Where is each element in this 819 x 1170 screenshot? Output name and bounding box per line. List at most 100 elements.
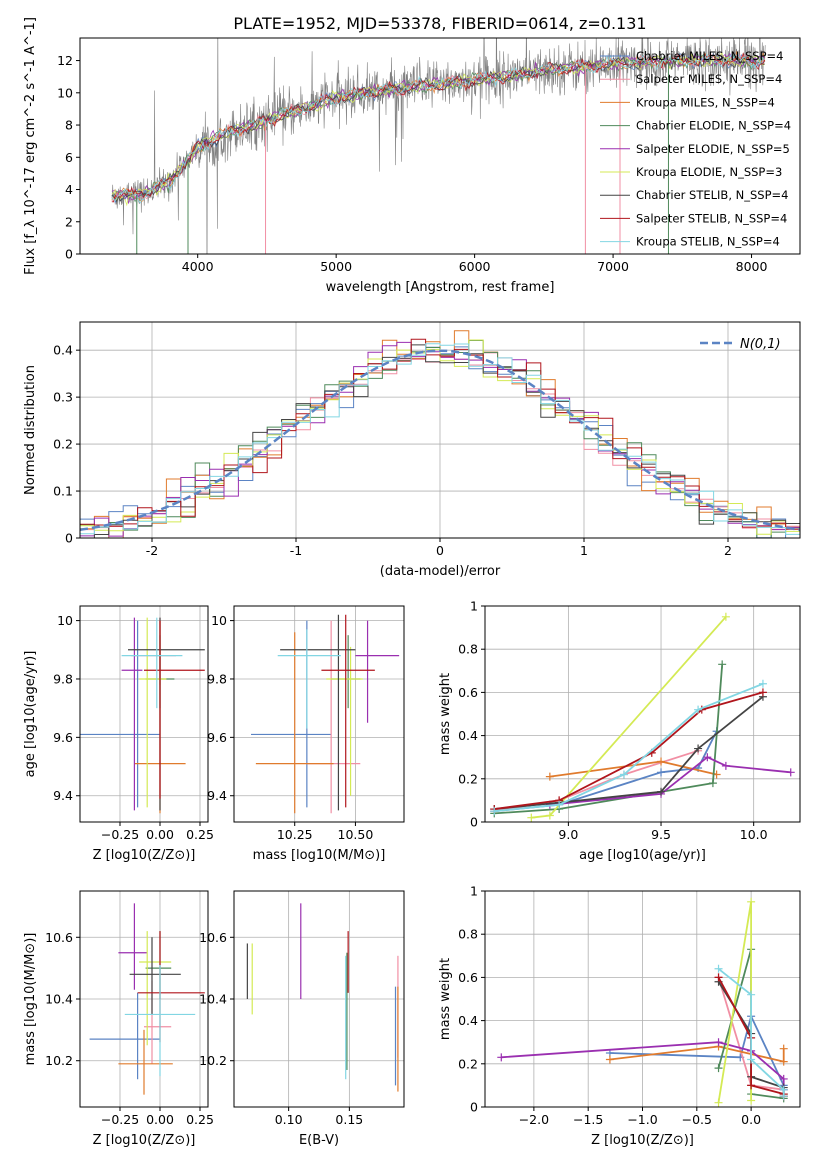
mass-weight-marker bbox=[779, 1092, 788, 1101]
plot-area bbox=[89, 903, 205, 1095]
mass-weight-line bbox=[494, 695, 764, 810]
y-axis-label: mass weight bbox=[438, 958, 453, 1040]
x-tick-label: -2 bbox=[146, 543, 158, 558]
mass-weight-marker bbox=[545, 811, 554, 820]
x-tick-label: 10.0 bbox=[740, 827, 768, 842]
y-tick-label: 10.4 bbox=[199, 992, 227, 1007]
mass-weight-marker bbox=[718, 660, 727, 669]
y-tick-label: 0.4 bbox=[458, 1013, 478, 1028]
y-tick-label: 9.8 bbox=[207, 671, 227, 686]
y-axis-label: age [log10(age/yr)] bbox=[23, 651, 38, 778]
y-tick-label: 0.6 bbox=[458, 970, 478, 985]
x-axis-label: Z [log10(Z/Z⊙)] bbox=[93, 848, 196, 863]
massweight-vs-age-panel: 9.0 9.5 10.0 0 0.2 0.4 0.6 0.8 1 age [log10(age/y… bbox=[438, 599, 801, 863]
mass-weight-marker bbox=[714, 964, 723, 973]
mass-weight-marker bbox=[694, 744, 703, 753]
y-tick-label: 0.1 bbox=[53, 484, 73, 499]
x-axis-label: (data-model)/error bbox=[380, 564, 501, 579]
y-tick-label: 9.6 bbox=[207, 730, 227, 745]
x-tick-label: −1.0 bbox=[627, 1112, 657, 1127]
mass-weight-marker bbox=[714, 1038, 723, 1047]
mass-vs-metallicity-panel: −0.25 0.00 0.25 10.2 10.4 10.6 Z [log10(Z/Z⊙)]… bbox=[23, 890, 214, 1148]
residual-histogram-panel: -2 -1 0 1 2 0 0.1 0.2 0.3 0.4 (data-model)/error No… bbox=[23, 321, 801, 579]
x-tick-label: 0.25 bbox=[186, 1112, 214, 1127]
legend-label: Kroupa STELIB, N_SSP=4 bbox=[636, 235, 780, 249]
mass-weight-marker bbox=[786, 768, 795, 777]
axes-frame bbox=[233, 605, 405, 823]
mass-weight-marker bbox=[605, 1055, 614, 1064]
x-tick-label: 9.5 bbox=[651, 827, 671, 842]
mass-weight-marker bbox=[497, 1053, 506, 1062]
y-tick-label: 12 bbox=[57, 53, 73, 68]
x-tick-label: −1.5 bbox=[573, 1112, 603, 1127]
mass-weight-marker bbox=[657, 787, 666, 796]
mass-weight-marker bbox=[694, 705, 703, 714]
legend-label: Salpeter MILES, N_SSP=4 bbox=[636, 72, 782, 86]
y-tick-label: 2 bbox=[65, 214, 73, 229]
histogram-step-line bbox=[80, 344, 800, 538]
x-tick-label: 5000 bbox=[320, 259, 352, 274]
x-tick-label: 0.25 bbox=[186, 827, 214, 842]
x-tick-label: 0.0 bbox=[741, 1112, 761, 1127]
x-axis-label: Z [log10(Z/Z⊙)] bbox=[93, 1133, 196, 1148]
x-axis-label: wavelength [Angstrom, rest frame] bbox=[326, 280, 555, 295]
histogram-step-line bbox=[80, 343, 800, 535]
y-tick-label: 9.4 bbox=[53, 788, 73, 803]
legend-label: Salpeter ELODIE, N_SSP=5 bbox=[636, 142, 790, 156]
spectrum-panel: 4000 5000 6000 7000 8000 0 2 4 6 8 10 12 wavelength … bbox=[23, 17, 801, 295]
age-vs-metallicity-panel: −0.25 0.00 0.25 9.4 9.6 9.8 10 Z [log10(Z/Z⊙)] a… bbox=[23, 605, 214, 863]
x-tick-label: 0.00 bbox=[146, 827, 174, 842]
mass-weight-marker bbox=[703, 753, 712, 762]
y-tick-label: 9.8 bbox=[53, 671, 73, 686]
mass-weight-marker bbox=[714, 1098, 723, 1107]
x-tick-label: −0.5 bbox=[682, 1112, 712, 1127]
mass-weight-marker bbox=[747, 1096, 756, 1105]
mass-weight-line bbox=[494, 691, 764, 810]
x-tick-label: 0.10 bbox=[275, 1112, 303, 1127]
mass-weight-marker bbox=[747, 897, 756, 906]
axes-frame bbox=[484, 605, 801, 823]
mass-weight-marker bbox=[714, 973, 723, 982]
y-tick-label: 10.4 bbox=[45, 992, 73, 1007]
y-tick-label: 10 bbox=[57, 85, 73, 100]
x-tick-label: 4000 bbox=[182, 259, 214, 274]
legend-label: N(0,1) bbox=[740, 337, 781, 352]
y-tick-label: 0.2 bbox=[53, 437, 73, 452]
axes-frame bbox=[79, 37, 801, 255]
x-tick-label: 0.00 bbox=[146, 1112, 174, 1127]
mass-weight-line bbox=[717, 901, 752, 1103]
x-tick-label: −0.25 bbox=[101, 1112, 139, 1127]
legend-label: Salpeter STELIB, N_SSP=4 bbox=[636, 211, 787, 225]
model-spectrum-line bbox=[111, 52, 766, 207]
y-tick-label: 0 bbox=[470, 1100, 478, 1115]
y-tick-label: 0 bbox=[65, 247, 73, 262]
y-tick-label: 10.6 bbox=[45, 930, 73, 945]
y-tick-label: 0.4 bbox=[458, 728, 478, 743]
y-axis-label: mass weight bbox=[438, 673, 453, 755]
legend-label: Chabrier MILES, N_SSP=4 bbox=[636, 49, 783, 63]
x-tick-label: −2.0 bbox=[519, 1112, 549, 1127]
x-tick-label: 7000 bbox=[597, 259, 629, 274]
y-tick-label: 10 bbox=[211, 613, 227, 628]
x-tick-label: 1 bbox=[580, 543, 588, 558]
x-axis-label: age [log10(age/yr)] bbox=[579, 848, 706, 863]
mass-weight-marker bbox=[721, 761, 730, 770]
y-tick-label: 0 bbox=[65, 531, 73, 546]
mass-weight-marker bbox=[619, 770, 628, 779]
plot-area bbox=[490, 612, 795, 822]
y-tick-label: 10.2 bbox=[45, 1053, 73, 1068]
model-spectrum-line bbox=[111, 53, 765, 204]
mass-weight-marker bbox=[708, 779, 717, 788]
mass-weight-marker bbox=[555, 800, 564, 809]
y-tick-label: 0 bbox=[470, 815, 478, 830]
mass-weight-marker bbox=[490, 807, 499, 816]
mass-weight-marker bbox=[545, 772, 554, 781]
mass-weight-line bbox=[494, 664, 724, 815]
y-tick-label: 10.2 bbox=[199, 1053, 227, 1068]
x-axis-label: E(B-V) bbox=[299, 1133, 339, 1148]
mass-weight-marker bbox=[527, 813, 536, 822]
y-tick-label: 0.2 bbox=[458, 1056, 478, 1071]
y-tick-label: 0.4 bbox=[53, 343, 73, 358]
massweight-vs-metallicity-panel: −2.0 −1.5 −1.0 −0.5 0.0 0 0.2 0.4 0.6 0.8 1 Z [log1… bbox=[438, 884, 801, 1148]
y-tick-label: 0.8 bbox=[458, 927, 478, 942]
